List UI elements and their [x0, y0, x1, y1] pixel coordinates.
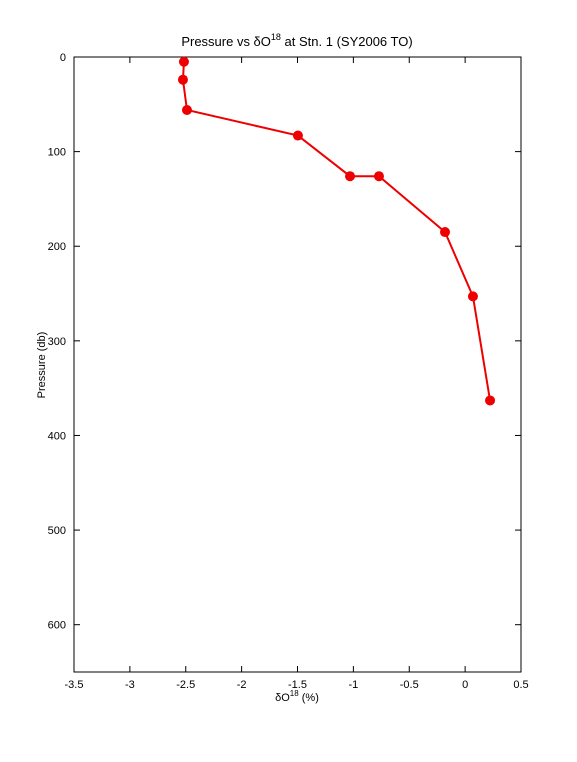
y-tick-label: 100 [48, 147, 66, 159]
y-tick-label: 600 [48, 620, 66, 632]
x-tick-label: -0.5 [400, 679, 419, 691]
data-point [485, 395, 496, 406]
data-point [467, 291, 478, 302]
x-axis-label: δO18 (%) [275, 689, 319, 704]
x-tick-label: -2 [237, 679, 247, 691]
x-tick-label: -1 [348, 679, 358, 691]
data-point [373, 171, 384, 182]
data-point [181, 104, 192, 115]
x-tick-label: -3.5 [65, 679, 84, 691]
data-point [178, 56, 189, 67]
y-axis-label: Pressure (db) [36, 332, 48, 399]
chart-title: Pressure vs δO18 at Stn. 1 (SY2006 TO) [181, 32, 412, 49]
data-point [292, 130, 303, 141]
y-tick-label: 0 [60, 52, 66, 64]
x-tick-label: -3 [125, 679, 135, 691]
x-tick-label: 0 [462, 679, 468, 691]
data-point [177, 74, 188, 85]
y-tick-label: 200 [48, 241, 66, 253]
x-tick-label: -2.5 [176, 679, 195, 691]
y-tick-label: 300 [48, 336, 66, 348]
y-tick-label: 400 [48, 430, 66, 442]
x-tick-label: -1.5 [288, 679, 307, 691]
data-point [345, 171, 356, 182]
x-tick-label: 0.5 [513, 679, 528, 691]
y-tick-label: 500 [48, 525, 66, 537]
data-point [440, 227, 451, 238]
